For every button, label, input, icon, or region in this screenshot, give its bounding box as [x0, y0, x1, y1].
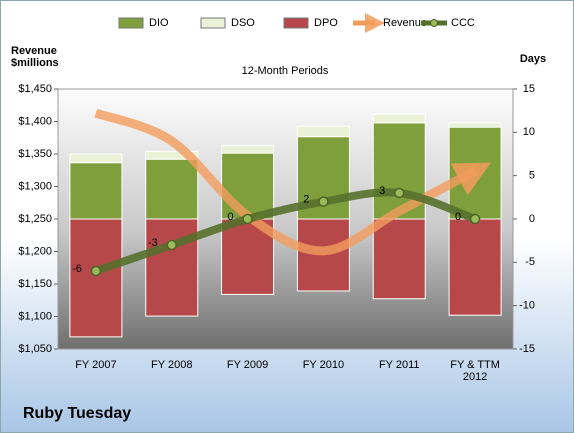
- legend-label: DSO: [231, 17, 255, 29]
- ccc-point: [394, 187, 405, 199]
- y-tick-label: $1,250: [18, 213, 52, 225]
- ccc-point: [469, 213, 481, 225]
- y2-tick-label: -15: [519, 343, 535, 355]
- y-tick-label: $1,350: [18, 148, 52, 160]
- ccc-point: [318, 196, 329, 207]
- bar: [372, 113, 426, 124]
- legend-swatch: [430, 19, 438, 27]
- y2-tick-label: 10: [523, 126, 535, 138]
- y2-tick-label: -5: [525, 256, 535, 268]
- legend-swatch: [283, 17, 309, 29]
- x-tick-label: FY 2011: [378, 359, 420, 371]
- legend-swatch: [118, 17, 144, 29]
- data-label: -6: [72, 263, 82, 275]
- bar: [145, 158, 199, 220]
- subtitle: Ruby Tuesday: [23, 405, 132, 422]
- y-tick-label: $1,300: [18, 180, 52, 192]
- chart-title: 12-Month Periods: [242, 65, 329, 77]
- y-tick-label: $1,100: [18, 310, 52, 322]
- bar: [145, 150, 199, 160]
- y-tick-label: $1,150: [18, 278, 52, 290]
- ccc-point: [242, 213, 253, 225]
- bar: [221, 152, 275, 220]
- y-tick-label: $1,050: [18, 343, 52, 355]
- y2-tick-label: 0: [529, 213, 535, 225]
- bar: [69, 162, 123, 220]
- data-label: 3: [379, 185, 385, 197]
- legend-label: CCC: [451, 17, 475, 29]
- bar: [372, 218, 426, 300]
- y2-tick-label: -10: [519, 300, 535, 312]
- y-axis-title: Revenue $millions: [11, 45, 59, 69]
- legend-label: DIO: [149, 17, 169, 29]
- bar: [145, 218, 199, 317]
- data-label: -3: [148, 237, 158, 249]
- y-tick-label: $1,400: [18, 115, 52, 127]
- ccc-point: [166, 239, 177, 251]
- ccc-line: [94, 188, 477, 275]
- x-tick-label: FY 2008: [151, 359, 193, 371]
- plot-area: [57, 88, 514, 350]
- x-tick-label: FY 2010: [302, 359, 345, 371]
- y2-tick-label: 5: [529, 170, 535, 182]
- x-tick-label: FY 2009: [226, 359, 269, 371]
- x-tick-label: FY 2007: [75, 359, 117, 371]
- bar: [296, 125, 350, 138]
- y-tick-label: $1,450: [18, 83, 52, 95]
- revenue-line: [94, 108, 491, 256]
- bar: [448, 218, 502, 316]
- legend-label: DPO: [314, 17, 338, 29]
- data-label: 2: [303, 194, 309, 206]
- y-tick-label: $1,200: [18, 245, 52, 257]
- legend-label: Revenue: [383, 17, 427, 29]
- legend-swatch: [200, 17, 226, 29]
- bar: [448, 122, 502, 128]
- y2-tick-label: 15: [523, 83, 535, 95]
- y2-axis-title: Days: [520, 53, 546, 65]
- data-label: 0: [455, 211, 461, 223]
- bar: [69, 153, 123, 164]
- x-tick-label: FY & TTM 2012: [450, 359, 500, 383]
- ccc-point: [90, 265, 102, 277]
- data-label: 0: [227, 211, 233, 223]
- bar: [221, 144, 275, 154]
- bar: [69, 218, 123, 338]
